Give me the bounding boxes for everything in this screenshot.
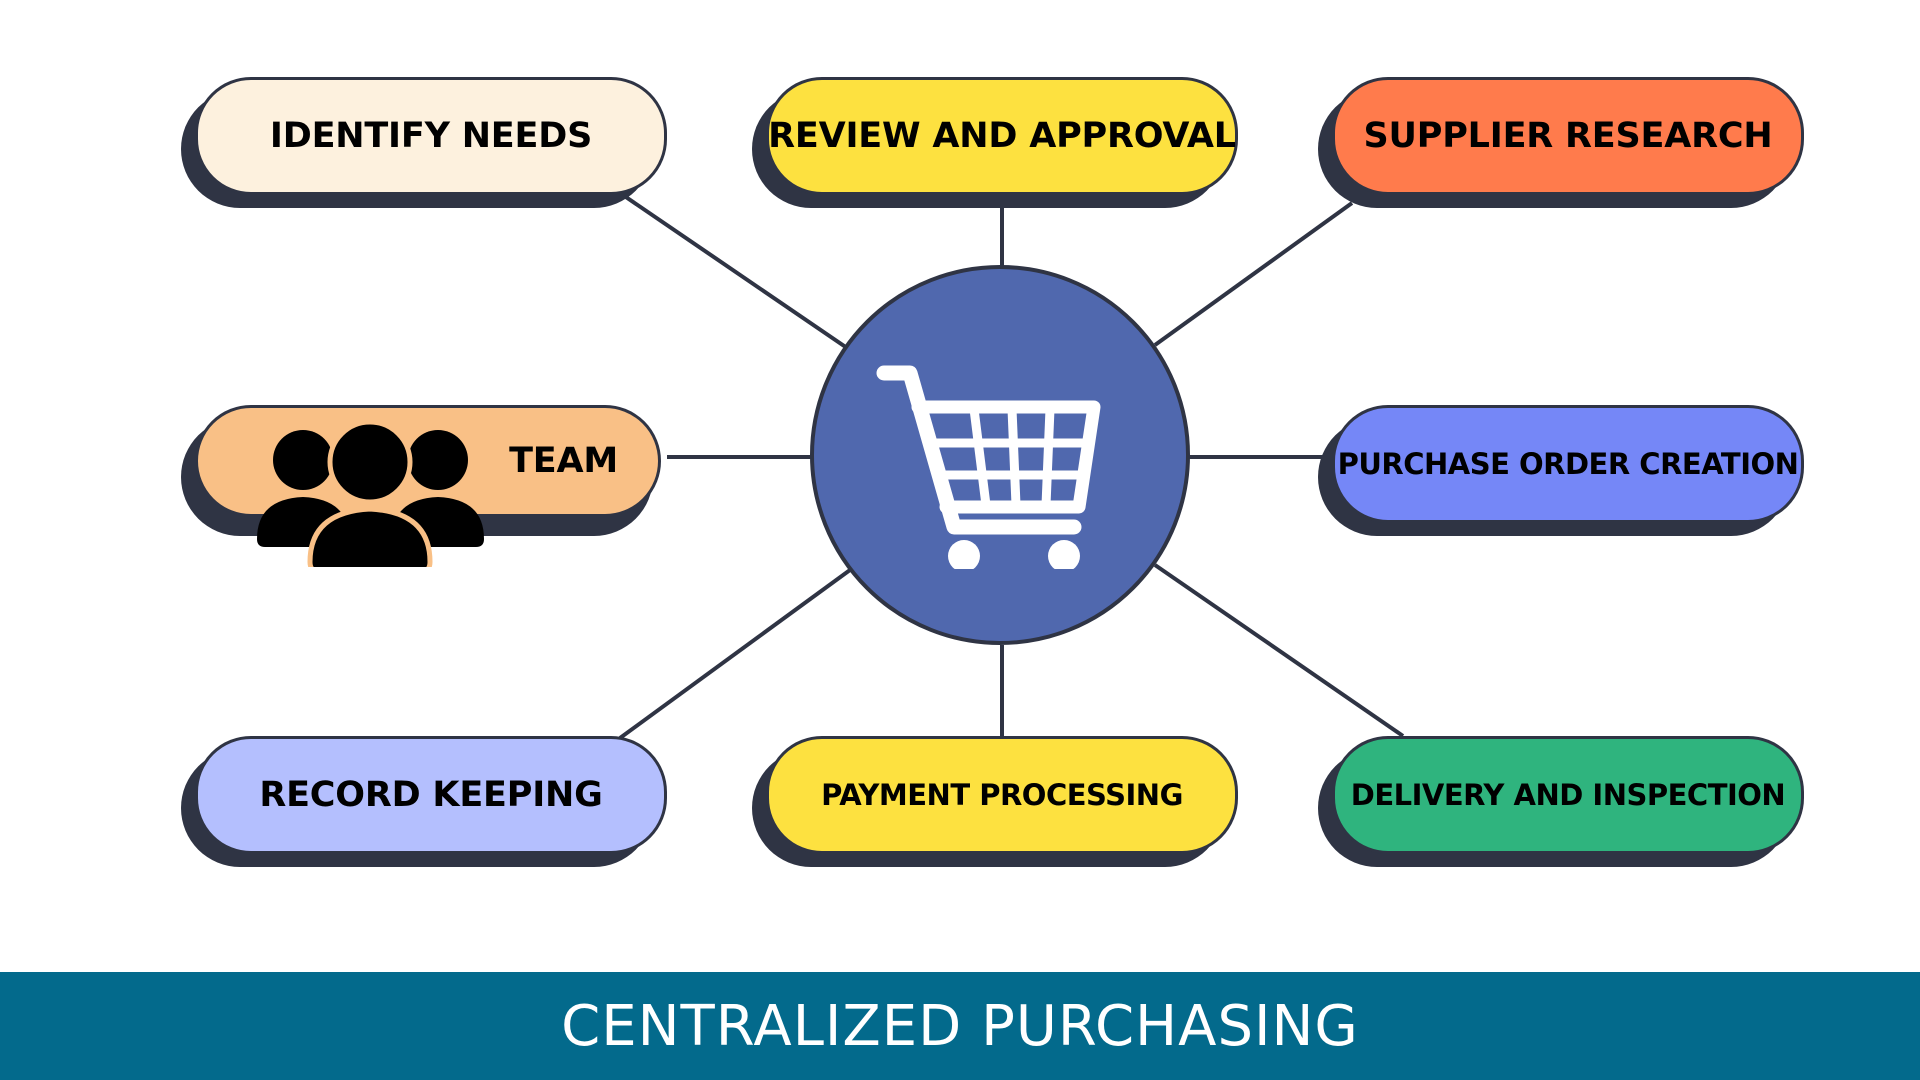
connector-identify-needs [618, 191, 852, 352]
node-review-and-approval: REVIEW AND APPROVAL [752, 77, 1238, 208]
purchasing-diagram: IDENTIFY NEEDS REVIEW AND APPROVAL SUPPL… [181, 77, 1804, 867]
connector-lines [618, 191, 1405, 740]
node-payment-processing: PAYMENT PROCESSING [752, 736, 1238, 867]
node-pill: SUPPLIER RESEARCH [1332, 77, 1804, 195]
connector-supplier-research [1153, 201, 1354, 347]
node-label: PURCHASE ORDER CREATION [1337, 447, 1799, 481]
node-purchase-order-creation: PURCHASE ORDER CREATION [1318, 405, 1804, 536]
node-label: IDENTIFY NEEDS [269, 116, 593, 156]
footer-title: CENTRALIZED PURCHASING [561, 993, 1359, 1059]
node-label: DELIVERY AND INSPECTION [1350, 778, 1786, 812]
shopping-cart-icon [876, 365, 1101, 569]
node-delivery-and-inspection: DELIVERY AND INSPECTION [1318, 736, 1804, 867]
node-supplier-research: SUPPLIER RESEARCH [1318, 77, 1804, 208]
node-pill: DELIVERY AND INSPECTION [1332, 736, 1804, 854]
hub-circle [810, 265, 1190, 645]
node-pill: IDENTIFY NEEDS [195, 77, 667, 195]
node-identify-needs: IDENTIFY NEEDS [181, 77, 667, 208]
node-pill: PURCHASE ORDER CREATION [1332, 405, 1804, 523]
node-pill: REVIEW AND APPROVAL [766, 77, 1238, 195]
node-label: SUPPLIER RESEARCH [1363, 116, 1773, 156]
team-people-icon [257, 419, 484, 567]
node-record-keeping: RECORD KEEPING [181, 736, 667, 867]
node-label: TEAM [509, 441, 618, 481]
node-team: TEAM [181, 405, 667, 567]
node-label: REVIEW AND APPROVAL [768, 116, 1236, 156]
connector-record-keeping [618, 568, 852, 740]
node-pill: PAYMENT PROCESSING [766, 736, 1238, 854]
footer-banner: CENTRALIZED PURCHASING [0, 972, 1920, 1080]
node-pill: RECORD KEEPING [195, 736, 667, 854]
connector-delivery-and-inspection [1153, 563, 1405, 738]
node-label: RECORD KEEPING [259, 775, 603, 815]
node-label: PAYMENT PROCESSING [821, 778, 1183, 812]
